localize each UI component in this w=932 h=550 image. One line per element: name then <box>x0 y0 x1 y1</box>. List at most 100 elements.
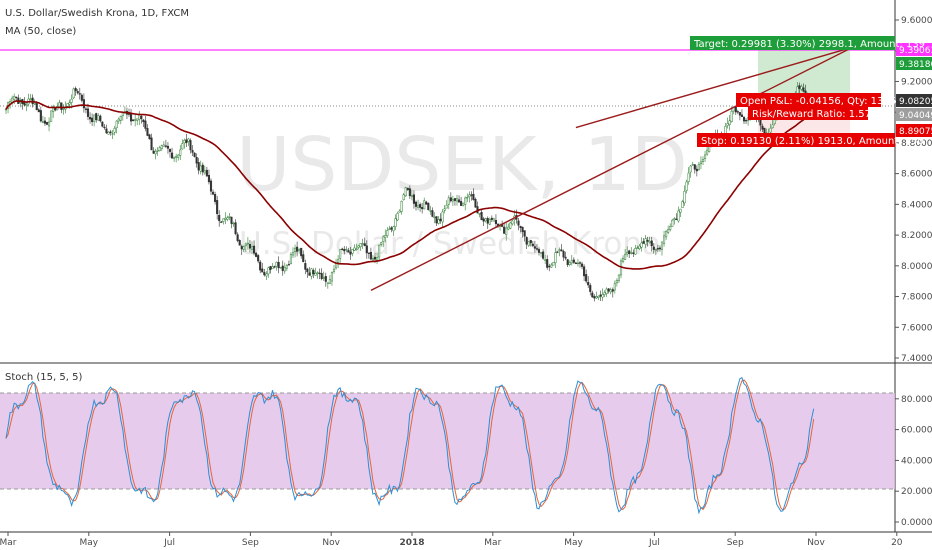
candle <box>291 252 295 256</box>
candle <box>410 195 413 197</box>
candle <box>681 201 684 208</box>
candle <box>48 121 51 127</box>
candle <box>181 143 184 150</box>
candle <box>185 139 188 144</box>
candle <box>207 174 210 183</box>
candle <box>460 201 463 206</box>
candle <box>533 246 536 249</box>
price-tag-target: 9.38186 <box>896 57 932 70</box>
candle <box>537 249 541 253</box>
candle <box>652 246 655 250</box>
candle <box>605 288 608 294</box>
candle <box>312 270 315 275</box>
candle <box>246 242 249 245</box>
candle <box>230 216 233 224</box>
candle <box>630 252 633 254</box>
stoch-axis[interactable]: 80.0000 60.0000 40.0000 20.0000 0.0000 <box>895 395 932 528</box>
stop-label-text: Stop: 0.19130 (2.11%) 1913.0, Amount: 75… <box>701 136 924 147</box>
risk-reward-label[interactable]: Risk/Reward Ratio: 1.57 <box>748 107 871 120</box>
price-axis-label: 8.80000 <box>901 139 932 149</box>
candle <box>408 188 411 197</box>
watermark-name: U.S. Dollar / Swedish Krona <box>239 226 661 262</box>
candle <box>443 208 446 211</box>
candle <box>322 277 325 279</box>
candle <box>103 126 106 129</box>
candle <box>74 88 77 92</box>
candle <box>576 262 580 265</box>
candle <box>148 134 151 140</box>
candle <box>218 214 221 222</box>
candle <box>302 254 305 263</box>
candle <box>353 247 356 251</box>
price-axis-label: 8.60000 <box>901 170 932 180</box>
candle <box>35 103 38 111</box>
candle <box>466 196 469 199</box>
candle <box>607 288 610 292</box>
candle <box>324 276 327 282</box>
candle <box>464 197 467 205</box>
candle <box>242 246 245 250</box>
candle <box>615 280 618 284</box>
candle <box>435 216 438 224</box>
price-pane[interactable] <box>0 0 895 362</box>
candle <box>429 210 432 212</box>
candle <box>597 295 600 298</box>
candle <box>86 108 90 117</box>
candle <box>43 120 47 124</box>
candle <box>144 120 147 129</box>
candle <box>492 218 495 222</box>
candle <box>636 247 639 249</box>
open-pl-label[interactable]: Open P&L: -0.04156, Qty: 1306 <box>736 93 896 107</box>
candle <box>244 243 247 247</box>
trendlines[interactable] <box>370 39 868 292</box>
candle <box>734 107 737 113</box>
time-axis[interactable]: Mar May Jul Sep Nov 2018 Mar May Jul Sep Nov 20 <box>0 532 903 548</box>
candle <box>689 165 692 173</box>
ma-line <box>5 100 814 270</box>
candle <box>480 211 483 221</box>
candle <box>179 149 182 156</box>
candle <box>613 283 616 291</box>
candle <box>474 198 477 208</box>
candle <box>726 123 729 126</box>
candle <box>626 252 629 255</box>
candle <box>505 227 508 236</box>
candle <box>634 247 637 255</box>
time-axis-label: Mar <box>484 538 501 548</box>
candle <box>646 239 649 242</box>
price-axis-label: 9.20000 <box>901 77 932 87</box>
candle <box>419 204 422 208</box>
candle <box>693 164 696 170</box>
candle <box>728 120 731 125</box>
stop-label[interactable]: Stop: 0.19130 (2.11%) 1913.0, Amount: 75… <box>697 133 924 147</box>
candles <box>4 82 815 302</box>
candle <box>130 113 133 122</box>
target-label[interactable]: Target: 0.29981 (3.30%) 2998.1, Amount: … <box>690 36 925 50</box>
trendline[interactable] <box>575 42 868 129</box>
candle <box>738 112 741 116</box>
candle <box>240 245 243 250</box>
candle <box>15 96 18 99</box>
candle <box>89 116 92 120</box>
candle <box>197 162 200 171</box>
candle <box>390 227 393 230</box>
price-tag-target-text: 9.38186 <box>899 60 932 70</box>
candle <box>314 272 317 276</box>
time-axis-label: May <box>564 538 583 548</box>
candle <box>95 113 98 121</box>
candle <box>449 197 452 202</box>
candle <box>263 272 266 276</box>
candle <box>677 210 680 222</box>
candle <box>365 245 368 253</box>
candle <box>166 145 169 149</box>
candle <box>425 201 428 205</box>
candle <box>60 102 63 110</box>
risk-reward-label-text: Risk/Reward Ratio: 1.57 <box>752 109 871 120</box>
candle <box>361 243 364 245</box>
price-axis-label: 8.00000 <box>901 262 932 272</box>
candle <box>404 187 407 197</box>
candle <box>25 104 28 106</box>
trendline[interactable] <box>370 39 868 292</box>
candle <box>357 245 360 248</box>
